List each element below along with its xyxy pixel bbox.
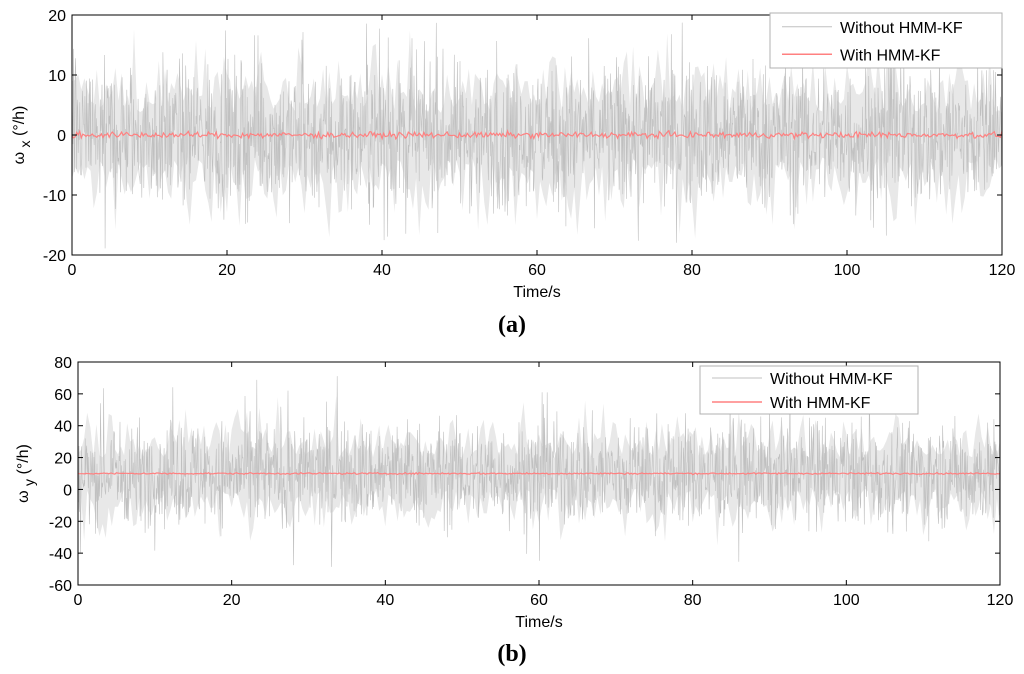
series-with-hmm-kf-0 — [72, 129, 1002, 141]
legend-box — [769, 12, 1003, 69]
legend-0: Without HMM-KF With HMM-KF — [769, 12, 1003, 69]
legend-box — [699, 365, 919, 415]
noise-band-1 — [78, 395, 1000, 546]
y-tick-label: 20 — [54, 451, 72, 468]
legend-label: Without HMM-KF — [840, 20, 963, 37]
y-tick-label: 20 — [48, 8, 66, 25]
y-axis-label: ω x (°/h) — [11, 106, 33, 165]
caption-a: (a) — [498, 312, 526, 338]
series-without-hmm-kf-1 — [78, 376, 1000, 567]
x-tick-label: 0 — [68, 262, 77, 279]
panel-b: 0 20 40 60 80 100 120 -60 -40 -20 0 20 40 60 80 Time/s ω… — [15, 355, 1013, 631]
x-axis-label: Time/s — [513, 284, 560, 301]
x-tick-label: 40 — [376, 592, 394, 609]
y-tick-label: -20 — [49, 514, 72, 531]
y-tick-label: -20 — [43, 248, 66, 265]
series-without-hmm-kf-0 — [72, 22, 1002, 249]
x-axis-label: Time/s — [515, 614, 562, 631]
y-tick-label: -40 — [49, 546, 72, 563]
x-tick-label: 100 — [834, 262, 861, 279]
y-tick-label: 10 — [48, 68, 66, 85]
x-tick-label: 20 — [218, 262, 236, 279]
y-tick-label: 80 — [54, 355, 72, 372]
x-tick-label: 60 — [528, 262, 546, 279]
x-tick-label: 40 — [373, 262, 391, 279]
legend-label: Without HMM-KF — [770, 371, 893, 388]
x-tick-label: 80 — [683, 262, 701, 279]
caption-b: (b) — [497, 641, 527, 667]
x-tick-label: 60 — [530, 592, 548, 609]
x-tick-label: 80 — [684, 592, 702, 609]
x-tick-label: 100 — [833, 592, 860, 609]
y-axis-label: ω y (°/h) — [15, 444, 37, 503]
y-tick-label: 0 — [63, 482, 72, 499]
x-tick-label: 120 — [989, 262, 1016, 279]
x-tick-label: 20 — [223, 592, 241, 609]
legend-label: With HMM-KF — [840, 47, 941, 64]
y-tick-label: -60 — [49, 578, 72, 595]
x-tick-label: 0 — [74, 592, 83, 609]
y-tick-label: 40 — [54, 419, 72, 436]
y-tick-label: 0 — [57, 128, 66, 145]
legend-1: Without HMM-KF With HMM-KF — [699, 365, 919, 415]
y-tick-label: -10 — [43, 188, 66, 205]
y-tick-label: 60 — [54, 387, 72, 404]
panel-a: 0 20 40 60 80 100 120 -20 -10 0 10 20 Time/s ω x (°/h… — [11, 8, 1015, 301]
series-with-hmm-kf-1 — [78, 471, 1000, 476]
x-tick-label: 120 — [987, 592, 1014, 609]
legend-label: With HMM-KF — [770, 395, 871, 412]
